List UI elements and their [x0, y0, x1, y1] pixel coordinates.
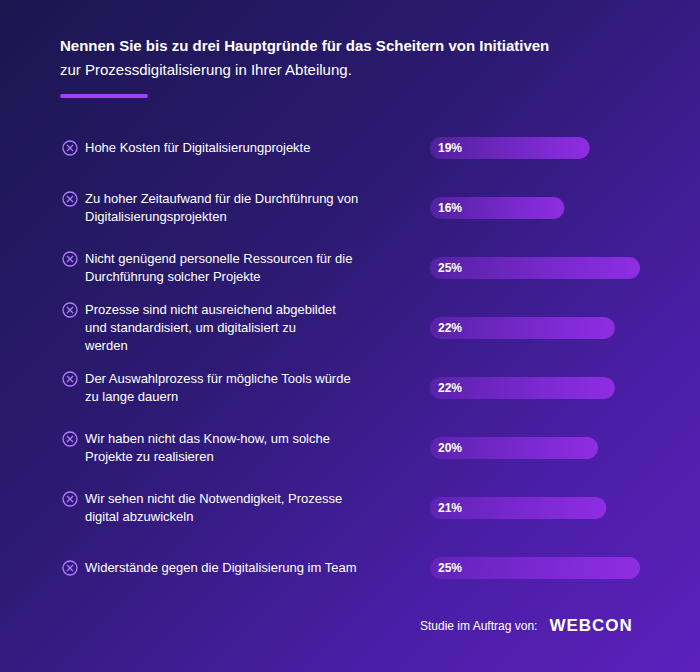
svg-text:Nicht genügend personelle Ress: Nicht genügend personelle Ressourcen für… — [85, 251, 352, 284]
html-text:Nennen Sie bis zu drei Hauptgr: Nennen Sie bis zu drei Hauptgründe für d… — [60, 37, 550, 54]
html-text:WEBCON: WEBCON — [549, 616, 633, 635]
svg-text:19%: 19% — [438, 141, 462, 155]
svg-text:Der Auswahlprozess für möglich: Der Auswahlprozess für mögliche Tools wü… — [85, 371, 351, 404]
svg-text:22%: 22% — [438, 321, 462, 335]
svg-text:Prozesse sind nicht ausreichen: Prozesse sind nicht ausreichend abgebild… — [84, 302, 336, 353]
svg-text:25%: 25% — [438, 261, 462, 275]
svg-text:Wir sehen nicht die Notwendigk: Wir sehen nicht die Notwendigkeit, Proze… — [85, 491, 342, 524]
svg-text:Zu hoher Zeitaufwand für die D: Zu hoher Zeitaufwand für die Durchführun… — [85, 191, 358, 224]
svg-text:16%: 16% — [438, 201, 462, 215]
svg-text:Hohe Kosten für Digitalisierun: Hohe Kosten für Digitalisierungprojekte — [85, 140, 310, 155]
html-text:Studie im Auftrag von:: Studie im Auftrag von: — [420, 619, 538, 633]
svg-text:20%: 20% — [438, 441, 462, 455]
html-text:zur Prozessdigitalisierung in: zur Prozessdigitalisierung in Ihrer Abte… — [60, 61, 352, 78]
svg-text:22%: 22% — [438, 381, 462, 395]
svg-text:Wir haben nicht das Know-how,: Wir haben nicht das Know-how, um solcheP… — [85, 431, 330, 464]
svg-text:25%: 25% — [438, 561, 462, 575]
svg-text:21%: 21% — [438, 501, 462, 515]
svg-text:Widerstände gegen die Digitali: Widerstände gegen die Digitalisierung im… — [85, 560, 356, 575]
